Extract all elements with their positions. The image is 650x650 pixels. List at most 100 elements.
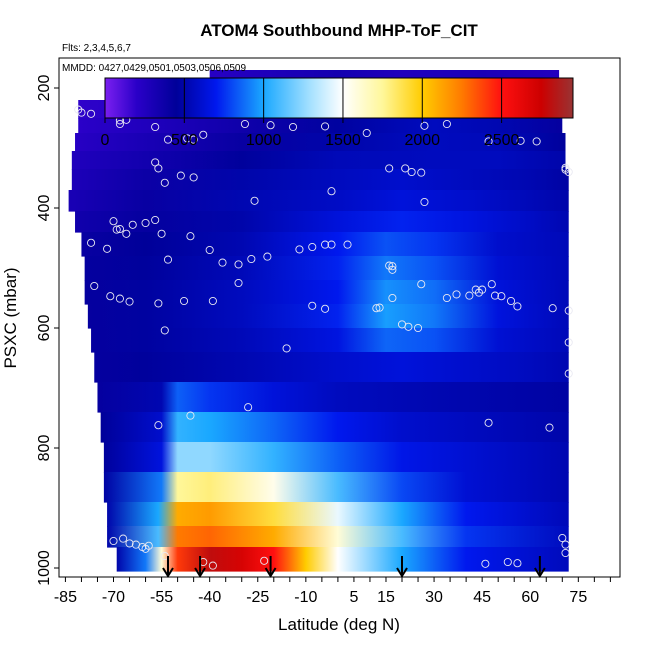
colorbar-tick-label: 2000	[404, 132, 440, 149]
observation-point	[506, 296, 516, 306]
observation-point	[103, 244, 112, 253]
observation-point	[420, 121, 429, 130]
observation-point	[558, 533, 567, 543]
colorbar	[105, 78, 573, 118]
observation-point	[106, 292, 115, 301]
heatmap-band	[84, 256, 569, 281]
observation-point	[179, 296, 189, 306]
heatmap-band	[78, 118, 563, 134]
x-tick-label: -25	[246, 589, 269, 606]
observation-point	[327, 240, 336, 249]
observation-point	[321, 240, 330, 249]
colorbar-ticks: 0 500 1000 1500 2000 2500	[101, 118, 520, 149]
y-tick-label: 1000	[36, 550, 53, 586]
heatmap-band	[75, 211, 569, 233]
flight-marker-arrow	[264, 556, 277, 578]
observation-point	[77, 108, 86, 117]
observation-point	[247, 254, 256, 264]
observation-point	[112, 225, 121, 234]
observation-point	[244, 403, 253, 412]
observation-point	[288, 122, 298, 132]
observation-point	[561, 540, 570, 549]
x-tick-label: 15	[377, 589, 395, 606]
x-tick-label: -55	[150, 589, 173, 606]
heatmap-layer	[68, 70, 569, 572]
heatmap-band	[81, 232, 569, 257]
observation-point	[308, 301, 317, 310]
observation-point	[442, 293, 451, 303]
flight-markers	[162, 556, 546, 578]
heatmap-band	[94, 352, 569, 383]
flight-marker-arrow	[396, 556, 408, 578]
observation-point	[516, 136, 525, 145]
observation-point	[157, 229, 166, 238]
observation-point	[109, 217, 118, 226]
observation-point	[208, 296, 217, 306]
observation-point	[465, 291, 474, 300]
observation-point	[490, 291, 500, 300]
observation-point	[189, 173, 198, 182]
observation-point	[151, 122, 160, 132]
observation-point	[160, 178, 169, 187]
observation-point	[385, 164, 394, 173]
observation-point	[417, 168, 426, 177]
y-tick-label: 800	[36, 435, 53, 462]
observation-point	[199, 130, 208, 139]
observation-point	[151, 158, 160, 167]
observation-point	[487, 280, 496, 289]
observation-point	[87, 238, 96, 247]
arrow-head	[264, 567, 277, 578]
y-axis: 200 400 600 800 1000	[36, 75, 59, 586]
observation-point	[282, 344, 291, 353]
observation-point	[128, 220, 137, 229]
heatmap-band	[71, 151, 566, 170]
observation-point	[388, 293, 397, 303]
observation-point	[183, 134, 192, 143]
observation-point	[481, 559, 490, 568]
heatmap-band	[75, 133, 566, 152]
arrow-head	[534, 567, 546, 578]
heatmap-band	[100, 412, 569, 443]
colorbar-tick-label: 500	[171, 132, 198, 149]
observation-point	[160, 326, 169, 335]
observation-point	[154, 299, 163, 308]
heatmap-band	[107, 526, 569, 548]
observation-point	[372, 304, 381, 313]
observation-point	[218, 258, 227, 267]
observation-point	[532, 137, 541, 146]
observation-point	[87, 109, 96, 118]
heatmap-band	[107, 502, 569, 527]
observation-point	[141, 218, 150, 228]
observation-point	[176, 171, 185, 180]
observation-point	[404, 322, 413, 331]
observation-point	[186, 411, 195, 420]
observation-point	[122, 229, 131, 238]
observation-point	[163, 255, 173, 264]
flight-marker-arrow	[534, 556, 546, 578]
colorbar-tick-label: 1500	[325, 132, 361, 149]
x-axis-label: Latitude (deg N)	[278, 615, 400, 634]
x-tick-label: 45	[473, 589, 491, 606]
observation-point	[125, 539, 134, 548]
observation-point	[205, 245, 214, 255]
observation-point	[362, 128, 371, 138]
observation-point	[388, 262, 397, 271]
chart-title: ATOM4 Southbound MHP-ToF_CIT	[200, 21, 478, 40]
observation-point	[452, 290, 461, 299]
observation-point	[109, 536, 118, 546]
observation-point	[561, 548, 570, 558]
observation-point	[503, 557, 512, 567]
observation-point	[119, 534, 128, 543]
observation-point	[234, 278, 243, 288]
observation-point	[295, 245, 304, 254]
flights-subtitle: Flts: 2,3,4,5,6,7	[62, 43, 131, 54]
observation-point	[321, 122, 330, 131]
observation-point	[263, 252, 272, 261]
x-tick-label: 30	[425, 589, 443, 606]
y-tick-label: 600	[36, 315, 53, 342]
observation-point	[564, 369, 573, 378]
observation-point	[260, 556, 269, 565]
x-tick-label: -10	[294, 589, 317, 606]
observation-point	[564, 306, 573, 315]
